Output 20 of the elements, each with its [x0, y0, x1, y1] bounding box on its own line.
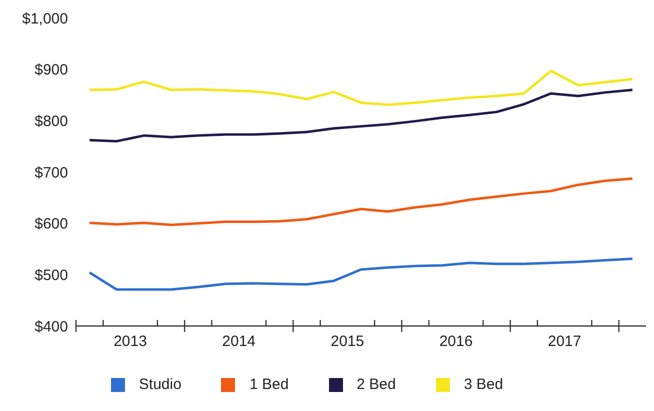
line-series [88, 177, 634, 226]
legend-label: 2 Bed [356, 376, 396, 393]
line-series [88, 258, 634, 291]
x-tick-label: 2016 [439, 333, 473, 350]
legend-label: 3 Bed [464, 376, 504, 393]
legend-label: Studio [138, 376, 182, 393]
y-tick-label: $400 [34, 318, 68, 336]
x-tick-label: 2017 [548, 333, 582, 350]
y-tick-label: $900 [34, 62, 68, 79]
x-tick-label: 2014 [222, 333, 256, 350]
y-tick-label: $1,000 [22, 10, 68, 28]
line-series [88, 70, 634, 106]
line-series [88, 88, 634, 142]
y-tick-label: $800 [34, 112, 68, 130]
x-tick-label: 2015 [330, 333, 364, 350]
y-tick-label: $600 [34, 216, 68, 233]
legend-label: 1 Bed [249, 376, 289, 393]
x-tick-label: 2013 [114, 333, 147, 350]
y-tick-label: $700 [34, 164, 68, 182]
y-tick-label: $500 [34, 266, 68, 284]
